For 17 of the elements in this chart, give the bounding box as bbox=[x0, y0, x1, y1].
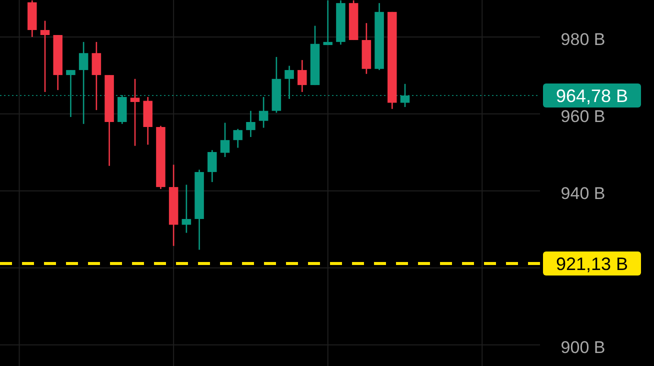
candlestick bbox=[258, 96, 268, 128]
candlestick bbox=[246, 110, 256, 138]
candlestick bbox=[182, 184, 192, 234]
ref-line-label: 964,78 B bbox=[556, 86, 628, 106]
y-tick-label: 980 B bbox=[560, 30, 606, 49]
candlestick bbox=[208, 149, 217, 183]
y-tick-label: 960 B bbox=[560, 106, 606, 126]
candlestick bbox=[92, 41, 102, 111]
y-tick-label: 900 B bbox=[560, 338, 606, 357]
y-tick-label: 940 B bbox=[560, 184, 606, 203]
candlestick bbox=[323, 0, 332, 46]
candlestick bbox=[298, 59, 307, 93]
candlestick bbox=[40, 20, 50, 93]
ref-line-label: 921,13 B bbox=[556, 254, 628, 274]
candlestick bbox=[130, 78, 140, 147]
candlestick bbox=[220, 122, 230, 158]
candlestick bbox=[233, 128, 242, 148]
